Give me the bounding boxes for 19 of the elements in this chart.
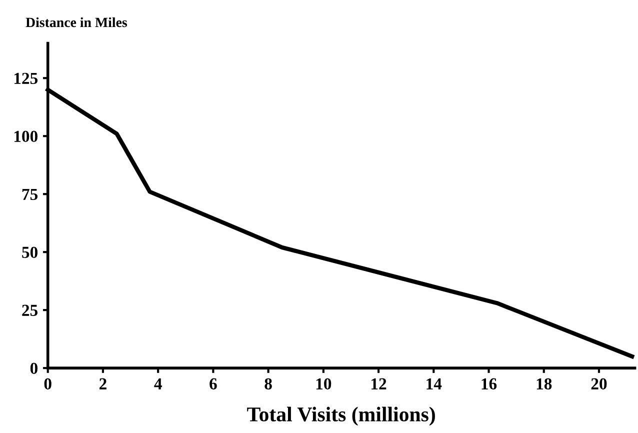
x-tick-label: 16 xyxy=(482,378,497,390)
x-tick-label: 12 xyxy=(372,378,386,390)
y-tick-label: 100 xyxy=(14,130,38,142)
x-tick-label: 14 xyxy=(426,378,442,390)
y-axis-title: Distance in Miles xyxy=(26,17,128,28)
x-tick-label: 4 xyxy=(154,378,162,390)
x-tick-label: 18 xyxy=(536,378,552,390)
x-tick-label: 6 xyxy=(210,378,217,390)
x-tick-label: 20 xyxy=(591,378,607,390)
y-tick-label: 25 xyxy=(22,304,38,316)
x-tick-label: 10 xyxy=(316,378,332,390)
x-tick-label: 2 xyxy=(99,378,106,390)
x-tick-label: 8 xyxy=(264,378,272,390)
x-axis-title: Total Visits (millions) xyxy=(247,406,435,426)
x-tick-label: 0 xyxy=(44,378,52,390)
y-tick-label: 0 xyxy=(30,362,38,374)
y-tick-label: 75 xyxy=(22,188,38,200)
y-tick-label: 50 xyxy=(22,246,38,258)
y-tick-label: 125 xyxy=(14,72,38,84)
